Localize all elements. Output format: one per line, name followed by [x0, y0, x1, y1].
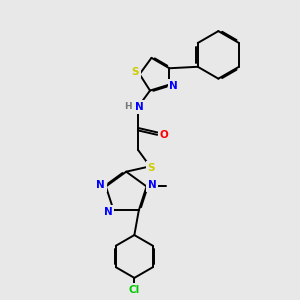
Text: N: N: [135, 102, 144, 112]
Text: N: N: [96, 180, 105, 190]
Text: N: N: [169, 81, 178, 91]
Text: N: N: [104, 207, 113, 217]
Text: S: S: [131, 67, 139, 77]
Text: Cl: Cl: [129, 285, 140, 295]
Text: S: S: [148, 163, 155, 173]
Text: H: H: [124, 102, 131, 111]
Text: N: N: [148, 180, 156, 190]
Text: O: O: [160, 130, 168, 140]
